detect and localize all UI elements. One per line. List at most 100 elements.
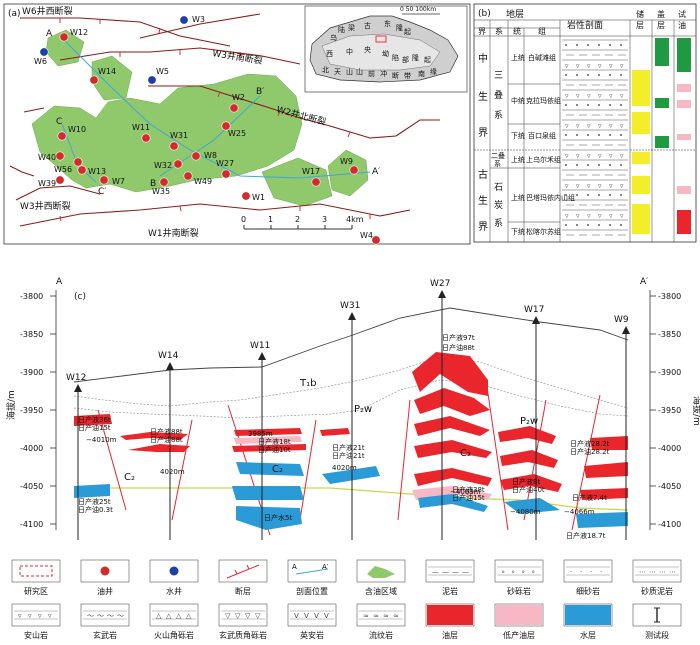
svg-text:▿: ▿ [565, 182, 569, 190]
svg-text:⋯: ⋯ [639, 568, 646, 576]
y-tick-left-2: -3900 [20, 368, 43, 377]
zu-5: 巴塔玛依内山组 [526, 193, 575, 202]
fault-label-w3-west: W3井西断裂 [20, 200, 71, 212]
section-well-arrow-w14 [166, 362, 174, 370]
water-w27 [418, 494, 488, 512]
inset-region-char-4: 东 [384, 19, 391, 28]
inset-region-char-11: 陷 [392, 53, 399, 62]
panel-a-label: (a) [8, 9, 21, 19]
point-a: A [46, 29, 53, 39]
svg-text:⋯: ⋯ [659, 568, 666, 576]
svg-text:—: — [462, 568, 469, 576]
svg-text:⋯: ⋯ [669, 568, 676, 576]
map-well-w49 [183, 171, 193, 181]
section-annotations: 日产液36t日产油15t−4010m日产液25t日产油0.3t日产液88t日产油… [78, 333, 610, 540]
volcanic-breccia-icon [149, 603, 199, 627]
header-ceng2: 层 [657, 21, 665, 30]
svg-text:△: △ [166, 612, 172, 620]
section-note-27: 日产液18.7t [566, 531, 606, 540]
legend-item-7: ∘ ∘ ∘ ∘ 砂砾岩 [494, 559, 544, 596]
panel-b-column: (b) 地层 界 系 统 组 岩性剖面 储 层 盖 层 试 油 ▿ ▿ ▿ ▿ ▿ ▿▿ ▿… [473, 3, 697, 243]
zu-3: 百口泉组 [528, 131, 556, 140]
oil-w31-1 [320, 428, 350, 436]
oil-area-main [31, 73, 303, 193]
map-well-label-w5: W5 [156, 67, 169, 76]
scale-tick-2: 2 [295, 215, 300, 224]
study-area-icon [11, 559, 61, 583]
map-well-label-w12: W12 [70, 28, 88, 37]
svg-text:▿: ▿ [609, 122, 613, 130]
map-well-w17 [311, 177, 321, 187]
map-well-w13 [77, 165, 87, 175]
map-well-w25 [221, 121, 231, 131]
section-note-11: 日产水5t [264, 513, 292, 522]
section-note-3: 日产液25t [78, 497, 111, 506]
svg-text:▽: ▽ [225, 612, 231, 620]
inset-region-char-12: 部 [402, 55, 409, 64]
svg-text:▿: ▿ [565, 92, 569, 100]
section-well-arrow-w11 [258, 352, 266, 360]
point-b-prime: B′ [256, 87, 264, 97]
section-note-7: 4020m [160, 468, 185, 476]
oil-w27-3 [414, 416, 490, 436]
section-right-end: A′ [640, 277, 648, 287]
legend-label-13: 玄武质角砾岩 [219, 630, 267, 640]
inset-region-char-7: 西 [326, 50, 333, 58]
legend-item-8: · · · · 细砂岩 [563, 559, 613, 596]
svg-text:▿: ▿ [565, 122, 569, 130]
legend-label-3: 断层 [235, 586, 251, 596]
svg-text:▿: ▿ [609, 152, 613, 160]
legend-item-6: — — — —泥岩 [425, 559, 475, 596]
tong-4: 上统 [511, 155, 525, 164]
legend-label-11: 玄武岩 [93, 630, 117, 640]
svg-text:▿: ▿ [18, 612, 22, 620]
formation-p2w-left: P₂w [354, 404, 372, 415]
svg-text:·: · [600, 568, 602, 576]
svg-text:≈: ≈ [373, 612, 379, 620]
svg-text:▿: ▿ [587, 122, 591, 130]
t1b-base [73, 355, 629, 409]
map-well-w10 [57, 131, 67, 141]
map-well-label-w3: W3 [192, 15, 205, 24]
svg-text:▿: ▿ [620, 122, 624, 130]
section-well-label-w14: W14 [158, 351, 179, 361]
legend-item-15: ≈ ≈ ≈ ≈ 流纹岩 [356, 603, 406, 640]
map-well-label-w25: W25 [228, 129, 246, 138]
header-gai: 盖 [657, 9, 665, 19]
section-well-label-w17: W17 [524, 305, 544, 315]
legend-item-10: ▿ ▿ ▿ ▿ 安山岩 [11, 603, 61, 640]
fault-w3-north-line [59, 47, 301, 65]
map-well-w31 [169, 141, 179, 151]
y-tick-right-6: -4100 [658, 520, 681, 529]
header-ceng1: 层 [636, 21, 644, 30]
fault-upper-branch [139, 13, 261, 39]
svg-text:—: — [452, 568, 459, 576]
y-tick-right-3: -3950 [658, 406, 681, 415]
map-well-label-w13: W13 [88, 167, 106, 176]
legend-item-17: 低产油层 [494, 603, 544, 640]
scale-tick-3: 3 [322, 215, 327, 224]
xi-6: 石 [494, 183, 503, 193]
legend-label-4: 剖面位置 [296, 586, 328, 596]
header-shi: 试 [678, 9, 686, 19]
svg-text:ᐯ: ᐯ [304, 612, 309, 620]
legend-label-9: 砂质泥岩 [641, 586, 673, 596]
svg-text:≈: ≈ [383, 612, 389, 620]
map-well-w39 [55, 175, 65, 185]
oil-w14-2 [128, 444, 190, 452]
section-note-10: 日产油10t [258, 445, 291, 454]
map-well-label-w39: W39 [38, 179, 56, 188]
oil-area-w9 [327, 149, 369, 197]
svg-text:▿: ▿ [620, 92, 624, 100]
xi-7: 炭 [494, 200, 503, 211]
inset-region-char-9: 央 [364, 45, 371, 54]
inset-region-char-16: 天 [334, 68, 341, 76]
oil-w12-1 [74, 414, 112, 426]
svg-text:▽: ▽ [245, 612, 251, 620]
legend-label-14: 英安岩 [300, 630, 324, 640]
map-well-w5 [147, 75, 157, 85]
map-well-label-w2: W2 [232, 93, 245, 102]
legend-label-12: 火山角砾岩 [154, 630, 194, 640]
